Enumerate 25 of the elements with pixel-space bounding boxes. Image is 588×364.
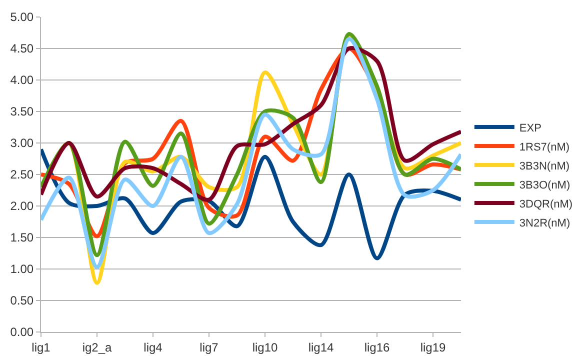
legend-label: EXP: [519, 122, 542, 134]
y-tick-label: 2.50: [10, 168, 34, 182]
legend-label: 3DQR(nM): [519, 198, 573, 210]
legend-label: 1RS7(nM): [519, 141, 570, 154]
y-tick-label: 0.00: [10, 325, 34, 340]
legend-label: 3B3N(nM): [519, 160, 570, 172]
x-tick-label: lig16: [364, 340, 390, 354]
y-tick-label: 1.00: [10, 262, 34, 276]
x-tick-label: ig2_a: [82, 340, 112, 354]
y-tick-label: 0.50: [10, 294, 34, 308]
x-tick-label: lig4: [144, 340, 163, 354]
y-tick-label: 5.00: [10, 10, 34, 24]
y-tick-label: 4.50: [10, 42, 34, 56]
x-tick-label: lig19: [420, 340, 446, 354]
x-tick-label: lig7: [200, 340, 219, 354]
legend-label: 3B3O(nM): [519, 179, 570, 192]
y-tick-label: 3.50: [10, 104, 34, 119]
y-tick-label: 1.50: [10, 230, 34, 245]
x-tick-label: lig10: [252, 340, 278, 354]
y-tick-label: 4.00: [10, 73, 34, 88]
y-tick-label: 2.00: [10, 199, 34, 214]
legend-label: 3N2R(nM): [519, 217, 570, 230]
x-tick-label: lig14: [308, 340, 334, 354]
y-tick-label: 3.00: [10, 136, 34, 150]
x-tick-label: lig1: [32, 340, 51, 354]
